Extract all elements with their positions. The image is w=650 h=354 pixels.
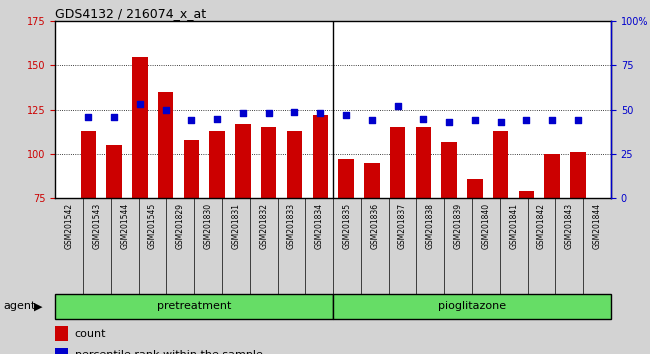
Bar	[390, 127, 406, 198]
Bar	[55, 348, 68, 354]
Point	[83, 114, 94, 120]
Text: GSM201544: GSM201544	[120, 203, 129, 249]
Bar	[287, 131, 302, 198]
Text: GSM201832: GSM201832	[259, 203, 268, 249]
Bar	[338, 159, 354, 198]
Bar	[545, 154, 560, 198]
Text: GSM201840: GSM201840	[482, 203, 491, 249]
Text: GSM201841: GSM201841	[509, 203, 518, 249]
Text: pretreatment: pretreatment	[157, 301, 231, 311]
Text: GSM201834: GSM201834	[315, 203, 324, 249]
Text: count: count	[75, 329, 106, 339]
Point	[212, 116, 222, 121]
Text: GSM201836: GSM201836	[370, 203, 380, 249]
Bar	[467, 179, 483, 198]
Point	[393, 103, 403, 109]
Text: GSM201830: GSM201830	[203, 203, 213, 249]
Bar	[107, 145, 122, 198]
Bar	[261, 127, 276, 198]
Point	[186, 118, 196, 123]
Bar	[333, 294, 611, 319]
Text: GDS4132 / 216074_x_at: GDS4132 / 216074_x_at	[55, 7, 207, 20]
Point	[315, 110, 326, 116]
Text: pioglitazone: pioglitazone	[438, 301, 506, 311]
Bar	[209, 131, 225, 198]
Text: GSM201837: GSM201837	[398, 203, 407, 249]
Bar	[493, 131, 508, 198]
Text: percentile rank within the sample: percentile rank within the sample	[75, 350, 263, 354]
Bar	[132, 57, 148, 198]
Bar	[81, 131, 96, 198]
Point	[263, 110, 274, 116]
Text: GSM201831: GSM201831	[231, 203, 240, 249]
Text: GSM201842: GSM201842	[537, 203, 546, 249]
Point	[289, 109, 300, 114]
Point	[109, 114, 119, 120]
Bar	[364, 163, 380, 198]
Point	[367, 118, 377, 123]
Text: GSM201838: GSM201838	[426, 203, 435, 249]
Point	[495, 119, 506, 125]
Bar	[55, 326, 68, 341]
Bar	[519, 191, 534, 198]
Text: GSM201844: GSM201844	[593, 203, 602, 249]
Bar	[415, 127, 431, 198]
Point	[521, 118, 532, 123]
Text: GSM201545: GSM201545	[148, 203, 157, 249]
Bar	[441, 142, 457, 198]
Text: agent: agent	[3, 301, 36, 311]
Bar	[313, 115, 328, 198]
Bar	[183, 140, 199, 198]
Point	[341, 112, 351, 118]
Bar	[158, 92, 174, 198]
Point	[444, 119, 454, 125]
Point	[418, 116, 428, 121]
Point	[135, 102, 145, 107]
Text: GSM201843: GSM201843	[565, 203, 574, 249]
Bar	[570, 152, 586, 198]
Point	[238, 110, 248, 116]
Point	[547, 118, 558, 123]
Bar	[55, 294, 333, 319]
Point	[470, 118, 480, 123]
Text: GSM201543: GSM201543	[92, 203, 101, 249]
Text: GSM201829: GSM201829	[176, 203, 185, 249]
Bar	[235, 124, 251, 198]
Text: ▶: ▶	[34, 301, 42, 311]
Text: GSM201835: GSM201835	[343, 203, 352, 249]
Text: GSM201839: GSM201839	[454, 203, 463, 249]
Point	[161, 107, 171, 113]
Text: GSM201542: GSM201542	[64, 203, 73, 249]
Text: GSM201833: GSM201833	[287, 203, 296, 249]
Point	[573, 118, 583, 123]
